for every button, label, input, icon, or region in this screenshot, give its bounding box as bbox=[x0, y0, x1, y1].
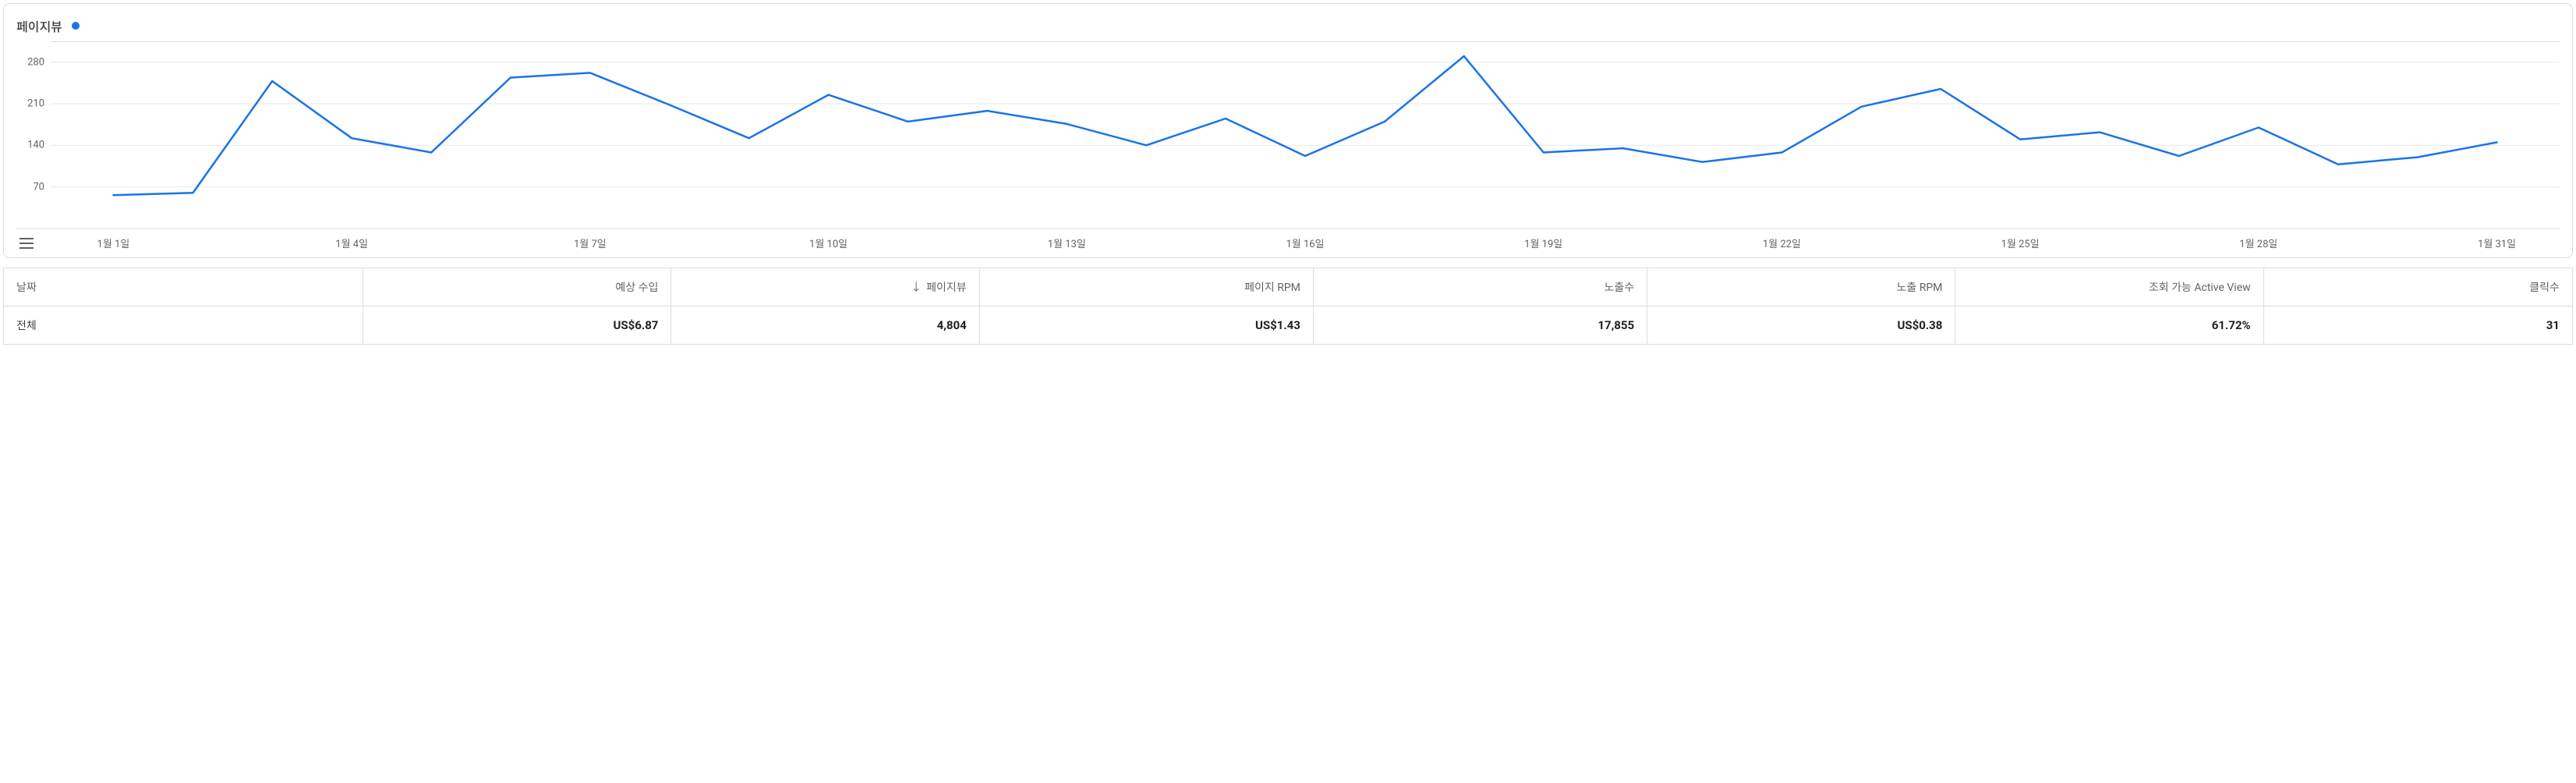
table-total-row: 전체 US$6.87 4,804 US$1.43 17,855 US$0.38 … bbox=[4, 306, 2572, 344]
col-header-pageviews[interactable]: ↓ 페이지뷰 bbox=[671, 268, 979, 306]
col-header-impression-rpm[interactable]: 노출 RPM bbox=[1647, 268, 1955, 306]
col-header-active-view-label: 조회 가능 Active View bbox=[2149, 279, 2251, 295]
col-header-page-rpm[interactable]: 페이지 RPM bbox=[980, 268, 1314, 306]
x-tick-label: 1월 10일 bbox=[809, 236, 847, 250]
total-pageviews-cell: 4,804 bbox=[671, 306, 979, 344]
chart-header: 페이지뷰 bbox=[16, 16, 2560, 35]
x-tick-label: 1월 31일 bbox=[2478, 236, 2516, 250]
x-axis-labels: 1월 1일 1월 4일 1월 7일 1월 10일 1월 13일 1월 16일 1월 19일 1… bbox=[51, 236, 2560, 251]
y-axis: 70 140 210 280 bbox=[16, 41, 51, 229]
total-label: 전체 bbox=[16, 317, 37, 333]
x-tick-label: 1월 19일 bbox=[1524, 236, 1562, 250]
total-pageviews: 4,804 bbox=[937, 318, 967, 332]
total-revenue-cell: US$6.87 bbox=[363, 306, 671, 344]
chart-card: 페이지뷰 70140210280 1월 1일1월 4일1월 7일1월 10일1월… bbox=[3, 3, 2573, 258]
x-tick-label: 1월 25일 bbox=[2001, 236, 2040, 250]
col-header-clicks[interactable]: 클릭수 bbox=[2264, 268, 2572, 306]
y-tick-label: 210 bbox=[27, 98, 44, 110]
chart-title: 페이지뷰 bbox=[16, 16, 62, 35]
plot-area bbox=[51, 41, 2560, 229]
hamburger-icon bbox=[19, 238, 34, 249]
table-header-row: 날짜 예상 수입 ↓ 페이지뷰 페이지 RPM 노출수 노출 RPM 조회 가능… bbox=[4, 268, 2572, 306]
total-impressions-cell: 17,855 bbox=[1314, 306, 1647, 344]
x-tick-label: 1월 28일 bbox=[2239, 236, 2277, 250]
legend-dot-icon bbox=[72, 22, 80, 30]
total-label-cell: 전체 bbox=[4, 306, 363, 344]
total-revenue: US$6.87 bbox=[614, 318, 659, 332]
col-header-active-view[interactable]: 조회 가능 Active View bbox=[1955, 268, 2263, 306]
total-page-rpm: US$1.43 bbox=[1255, 318, 1300, 332]
total-page-rpm-cell: US$1.43 bbox=[980, 306, 1314, 344]
x-tick-label: 1월 22일 bbox=[1763, 236, 1801, 250]
x-tick-label: 1월 4일 bbox=[335, 236, 368, 250]
col-header-impressions-label: 노출수 bbox=[1604, 279, 1634, 295]
col-header-impressions[interactable]: 노출수 bbox=[1314, 268, 1647, 306]
col-header-date[interactable]: 날짜 bbox=[4, 268, 363, 306]
plot-row: 70 140 210 280 bbox=[16, 41, 2560, 229]
x-tick-label: 1월 16일 bbox=[1286, 236, 1324, 250]
col-header-revenue[interactable]: 예상 수입 bbox=[363, 268, 671, 306]
x-axis-row: 1월 1일 1월 4일 1월 7일 1월 10일 1월 13일 1월 16일 1월 19일 1… bbox=[16, 229, 2560, 251]
x-tick-label: 1월 13일 bbox=[1048, 236, 1086, 250]
y-tick-label: 280 bbox=[27, 56, 44, 68]
col-header-clicks-label: 클릭수 bbox=[2529, 279, 2560, 295]
total-impressions: 17,855 bbox=[1598, 318, 1634, 332]
total-impression-rpm: US$0.38 bbox=[1897, 318, 1942, 332]
col-header-revenue-label: 예상 수입 bbox=[615, 279, 658, 295]
x-tick-label: 1월 1일 bbox=[97, 236, 130, 250]
sort-descending-icon: ↓ bbox=[911, 279, 922, 295]
total-active-view-cell: 61.72% bbox=[1955, 306, 2263, 344]
col-header-date-label: 날짜 bbox=[16, 279, 37, 295]
summary-table: 날짜 예상 수입 ↓ 페이지뷰 페이지 RPM 노출수 노출 RPM 조회 가능… bbox=[3, 267, 2573, 345]
col-header-impression-rpm-label: 노출 RPM bbox=[1896, 279, 1942, 295]
chart-menu-button[interactable] bbox=[16, 238, 51, 249]
col-header-page-rpm-label: 페이지 RPM bbox=[1244, 279, 1300, 295]
x-tick-label: 1월 7일 bbox=[574, 236, 607, 250]
total-clicks-cell: 31 bbox=[2264, 306, 2572, 344]
total-impression-rpm-cell: US$0.38 bbox=[1647, 306, 1955, 344]
line-chart-svg bbox=[51, 41, 2560, 229]
y-tick-label: 140 bbox=[27, 140, 44, 151]
total-active-view: 61.72% bbox=[2212, 318, 2251, 332]
total-clicks: 31 bbox=[2546, 318, 2560, 332]
y-tick-label: 70 bbox=[33, 181, 44, 193]
chart-body: 70140210280 1월 1일1월 4일1월 7일1월 10일1월 13일1… bbox=[16, 41, 2560, 251]
col-header-pageviews-label: 페이지뷰 bbox=[926, 279, 967, 295]
